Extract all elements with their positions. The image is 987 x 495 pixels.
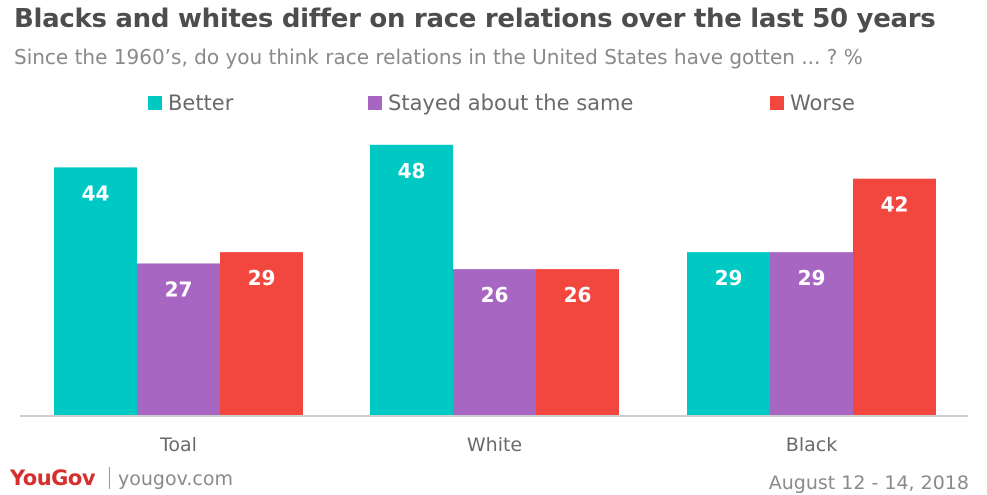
bar-black-better — [687, 252, 770, 416]
bar-black-worse — [853, 178, 936, 416]
x-tick-label-toal: Toal — [159, 434, 197, 456]
chart-title: Blacks and whites differ on race relatio… — [14, 4, 936, 34]
legend-label-worse: Worse — [790, 91, 855, 115]
data-label-white-stayed-about-the-same: 26 — [481, 283, 509, 307]
legend-item-worse: Worse — [770, 88, 855, 118]
legend-swatch-better — [148, 96, 162, 110]
data-label-white-better: 48 — [398, 159, 426, 183]
legend-swatch-worse — [770, 96, 784, 110]
legend-label-same: Stayed about the same — [388, 91, 634, 115]
bar-white-better — [370, 144, 453, 417]
data-label-toal-better: 44 — [82, 181, 110, 205]
data-label-black-worse: 42 — [881, 193, 909, 217]
x-tick-label-black: Black — [786, 434, 837, 456]
yougov-logo: YouGov — [10, 466, 96, 490]
legend-swatch-same — [368, 96, 382, 110]
footer-site: yougov.com — [118, 468, 233, 490]
data-label-toal-stayed-about-the-same: 27 — [165, 277, 193, 301]
data-label-toal-worse: 29 — [248, 266, 276, 290]
legend-item-same: Stayed about the same — [368, 88, 633, 118]
legend-item-better: Better — [148, 88, 233, 118]
data-label-black-stayed-about-the-same: 29 — [798, 266, 826, 290]
chart-subtitle: Since the 1960’s, do you think race rela… — [14, 45, 863, 69]
footer-divider — [109, 467, 110, 489]
bar-toal-better — [54, 167, 137, 416]
bar-toal-stayed-about-the-same — [137, 263, 220, 416]
legend-label-better: Better — [168, 91, 234, 115]
footer-date: August 12 - 14, 2018 — [768, 472, 969, 494]
bar-black-stayed-about-the-same — [770, 252, 853, 416]
x-tick-label-white: White — [467, 434, 522, 456]
bar-white-worse — [536, 269, 619, 416]
bar-white-stayed-about-the-same — [453, 269, 536, 416]
data-label-black-better: 29 — [715, 266, 743, 290]
data-label-white-worse: 26 — [564, 283, 592, 307]
bar-toal-worse — [220, 252, 303, 416]
